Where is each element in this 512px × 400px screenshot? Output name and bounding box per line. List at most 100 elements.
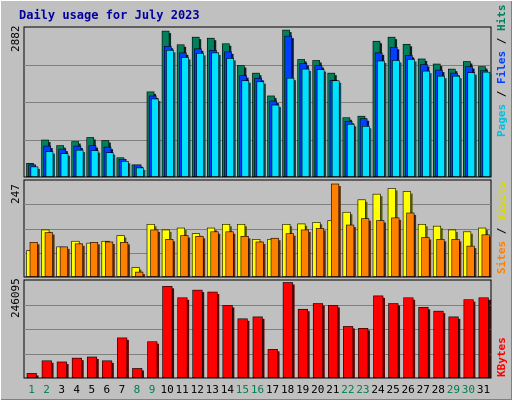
sites-bar (376, 220, 385, 277)
pages-bar (301, 68, 310, 177)
sites-bar (255, 241, 264, 277)
sites-bar (361, 218, 370, 277)
sites-bar (74, 243, 83, 277)
kbytes-bar (267, 349, 278, 378)
kbytes-bar (373, 295, 384, 378)
sites-bar (150, 229, 159, 277)
bot-ymax-label: 246095 (9, 278, 22, 318)
pages-bar (422, 70, 430, 177)
kbytes-bar (358, 328, 369, 378)
pages-bar (407, 59, 415, 177)
legend-hits: Hits (495, 5, 508, 32)
kbytes-bar (282, 282, 293, 378)
day-label: 4 (73, 383, 80, 396)
pages-bar (452, 75, 461, 177)
sites-bar (89, 242, 99, 277)
pages-bar (331, 80, 340, 177)
pages-bar (75, 149, 84, 177)
kbytes-bar (56, 361, 67, 378)
pages-bar (316, 69, 325, 177)
sites-bar (120, 242, 129, 277)
kbytes-bar (102, 360, 113, 378)
sites-bar (406, 212, 415, 277)
legend-kbytes: KBytes (495, 337, 508, 377)
sites-bar (285, 233, 294, 277)
kbytes-bar (388, 303, 399, 378)
kbytes-bar (252, 316, 263, 378)
pages-bar (120, 160, 129, 177)
day-label: 14 (221, 383, 235, 396)
day-label: 17 (266, 383, 279, 396)
kbytes-panel (23, 279, 492, 379)
day-label: 16 (251, 383, 264, 396)
pages-bar (286, 77, 295, 177)
kbytes-bar (207, 291, 218, 378)
kbytes-bar (26, 373, 37, 378)
kbytes-bar (312, 303, 324, 378)
day-label: 2 (43, 383, 50, 396)
sites-bar (210, 231, 219, 277)
day-label: 3 (58, 383, 65, 396)
sites-bar (466, 245, 475, 277)
kbytes-bar (41, 360, 52, 378)
day-label: 22 (341, 383, 354, 396)
legend-mid: Sites / Visits (495, 181, 508, 274)
pages-bar (211, 52, 219, 177)
kbytes-bar (418, 307, 429, 378)
x-axis-day-labels: 1 2 3 4 5 6 7 8 9 10 11 12 13 14 15 16 17 18 19 20 21 22 23 24 2… (28, 383, 490, 396)
pages-bar (60, 153, 69, 177)
legend-visits: Visits (495, 181, 508, 221)
pages-bar (241, 80, 250, 177)
legend-top: Pages / Files / Hits (495, 5, 508, 138)
day-label: 20 (311, 383, 324, 396)
day-label: 19 (296, 383, 309, 396)
svg-text:Sites / Visits: Sites / Visits (495, 181, 508, 274)
pages-bar (105, 152, 114, 177)
svg-text:Pages / Files / Hits: Pages / Files / Hits (495, 5, 508, 138)
day-label: 5 (88, 383, 95, 396)
sites-bar (451, 239, 460, 277)
day-label: 23 (356, 383, 369, 396)
kbytes-bar (86, 356, 98, 378)
pages-bar (45, 151, 54, 177)
sites-bar (59, 246, 68, 277)
sites-bar (105, 241, 114, 277)
day-label: 9 (149, 383, 156, 396)
day-label: 10 (160, 383, 173, 396)
sites-bar (315, 228, 325, 277)
pages-bar (256, 81, 265, 177)
kbytes-bar (478, 297, 489, 378)
legend-files: Files (495, 51, 508, 84)
pages-bar (181, 57, 189, 177)
pages-bar (392, 60, 400, 177)
kbytes-bar (117, 337, 128, 378)
kbytes-bar (132, 368, 143, 378)
sites-bar (44, 232, 53, 277)
day-label: 12 (191, 383, 204, 396)
day-label: 28 (432, 383, 445, 396)
kbytes-bar (192, 289, 203, 378)
day-label: 30 (462, 383, 475, 396)
kbytes-bar (433, 310, 444, 378)
legend-pages: Pages (495, 104, 508, 137)
sites-bar (29, 242, 38, 277)
pages-bar (437, 75, 445, 177)
visits-sites-panel (23, 179, 492, 278)
sites-bar (346, 224, 355, 277)
legend-bot: KBytes (495, 337, 508, 377)
kbytes-bar (463, 299, 474, 378)
day-label: 27 (417, 383, 430, 396)
kbytes-bar (147, 341, 158, 378)
day-label: 18 (281, 383, 294, 396)
pages-bar (136, 167, 144, 177)
legend-sites: Sites (495, 241, 508, 274)
pages-bar (166, 50, 174, 177)
kbytes-bar (448, 316, 459, 378)
kbytes-bar (222, 305, 233, 378)
chart-title: Daily usage for July 2023 (19, 8, 200, 22)
kbytes-bar (327, 305, 339, 378)
sites-bar (195, 236, 204, 277)
pages-bar (271, 104, 280, 177)
kbytes-bar (71, 357, 82, 378)
